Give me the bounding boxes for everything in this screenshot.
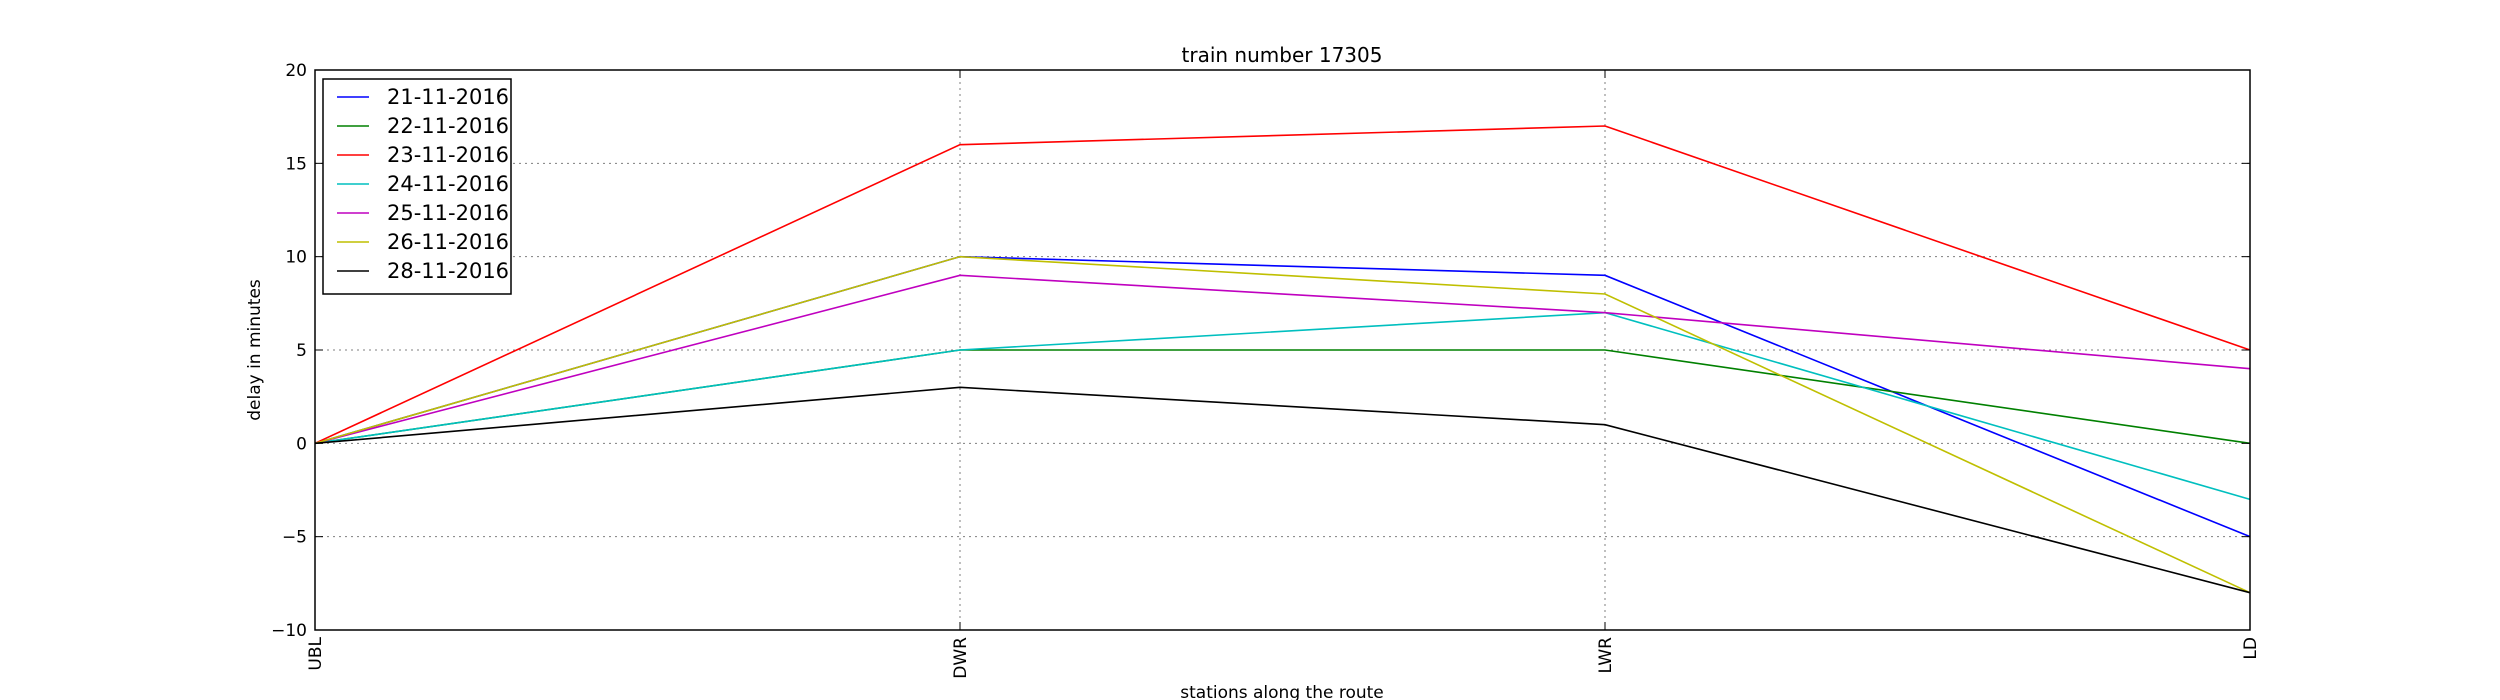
y-tick-label: 0 (296, 434, 307, 454)
y-tick-label: 15 (285, 154, 307, 174)
series-line (314, 311, 2251, 501)
legend-label: 21-11-2016 (387, 85, 509, 109)
series-line (314, 386, 2251, 594)
y-tick-label: 5 (296, 341, 307, 361)
series-lines (314, 125, 2251, 594)
series-line (314, 255, 2251, 594)
legend-label: 23-11-2016 (387, 143, 509, 167)
y-axis-label: delay in minutes (245, 279, 265, 421)
y-tick-label: 20 (285, 61, 307, 81)
series-line (314, 255, 2251, 538)
legend-label: 24-11-2016 (387, 172, 509, 196)
y-tick-label: −5 (282, 528, 307, 548)
x-tick-label: DWR (951, 637, 971, 679)
series-line (314, 274, 2251, 445)
chart-title: train number 17305 (1182, 43, 1383, 67)
axis-ticks: −10 −5 0 5 10 15 20 UBL DWR LWR LD (271, 61, 2261, 679)
legend-label: 25-11-2016 (387, 201, 509, 225)
series-line (314, 349, 2251, 445)
x-tick-label: LWR (1596, 637, 1616, 674)
series-line (314, 125, 2251, 445)
x-tick-label: UBL (306, 636, 326, 670)
x-tick-label: LD (2241, 637, 2261, 660)
x-axis-label: stations along the route (1180, 683, 1384, 700)
y-tick-label: 10 (285, 248, 307, 268)
legend-box (322, 78, 512, 295)
legend: 21-11-2016 22-11-2016 23-11-2016 24-11-2016… (322, 78, 512, 295)
legend-label: 26-11-2016 (387, 230, 509, 254)
y-tick-label: −10 (271, 621, 307, 641)
legend-label: 28-11-2016 (387, 259, 509, 283)
legend-label: 22-11-2016 (387, 114, 509, 138)
